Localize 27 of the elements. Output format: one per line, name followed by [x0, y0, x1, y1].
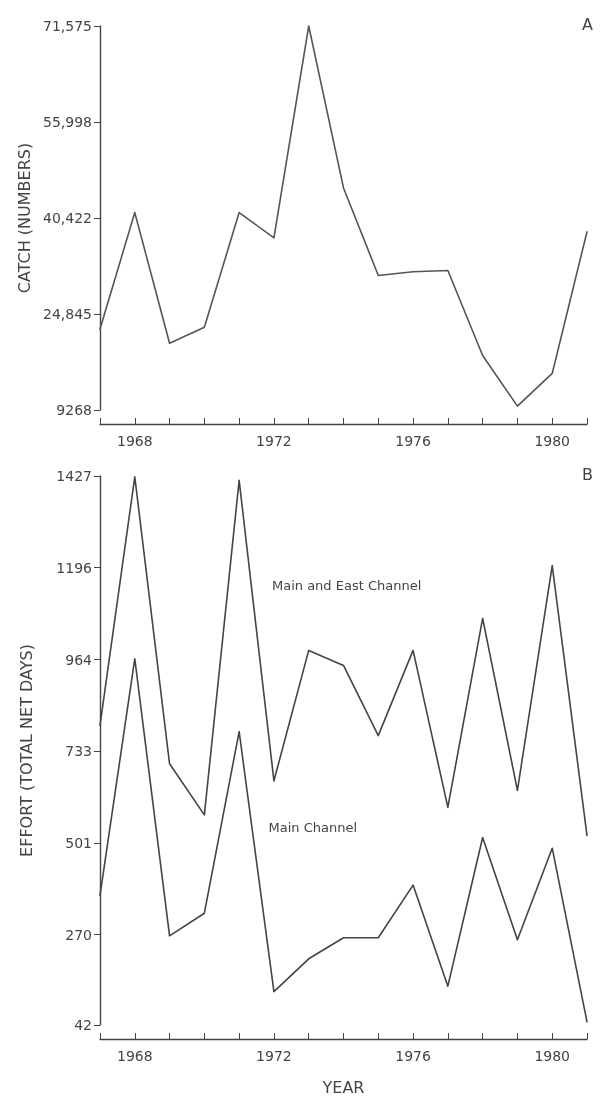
- y-axis-title: EFFORT (TOTAL NET DAYS): [16, 644, 36, 857]
- series-label: Main Channel: [268, 819, 358, 835]
- x-axis-title: YEAR: [321, 1077, 365, 1097]
- y-tick-label: 1427: [56, 468, 92, 484]
- y-tick-label: 55,998: [43, 114, 92, 130]
- x-tick-label: 1972: [256, 433, 292, 449]
- annotation: A: [582, 14, 594, 34]
- x-tick-label: 1980: [534, 433, 571, 449]
- y-tick-label: 270: [65, 926, 92, 943]
- y-axis-title: CATCH (NUMBERS): [14, 142, 34, 294]
- y-tick-label: 71,575: [43, 18, 92, 34]
- x-tick-label: 1968: [116, 433, 153, 449]
- y-tick-label: 1196: [56, 559, 93, 576]
- y-tick-label: 9268: [56, 402, 92, 418]
- y-tick-label: 42: [74, 1017, 92, 1033]
- y-tick-label: 964: [65, 651, 93, 668]
- x-tick-label: 1968: [116, 1048, 153, 1064]
- y-tick-label: 40,422: [43, 210, 92, 226]
- x-tick-label: 1980: [534, 1048, 571, 1064]
- y-tick-label: 501: [65, 835, 92, 852]
- y-tick-label: 24,845: [43, 306, 92, 322]
- x-tick-label: 1976: [395, 433, 431, 449]
- x-tick-label: 1972: [256, 1048, 292, 1064]
- x-tick-label: 1976: [395, 1048, 431, 1064]
- series-label: Main and East Channel: [271, 578, 422, 594]
- annotation: B: [582, 464, 594, 484]
- y-tick-label: 733: [65, 743, 92, 760]
